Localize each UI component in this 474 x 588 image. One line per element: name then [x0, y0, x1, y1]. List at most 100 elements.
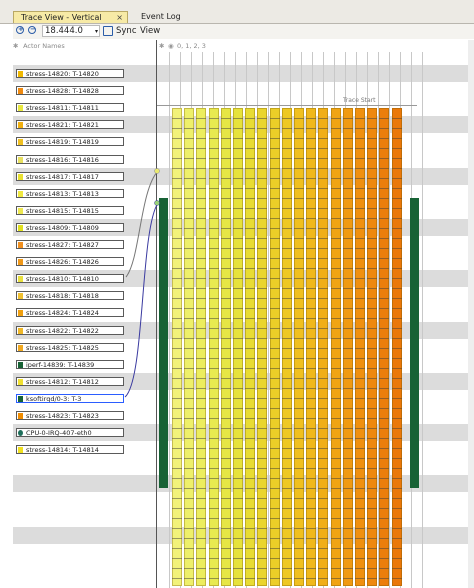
execution-bar[interactable]	[208, 108, 219, 586]
actor-label: stress-14828: T-14828	[26, 87, 99, 96]
actor-label: stress-14812: T-14812	[26, 377, 99, 386]
actor-label: stress-14822: T-14822	[26, 326, 99, 335]
actor-item[interactable]: stress-14820: T-14820	[16, 69, 124, 78]
sync-icon[interactable]	[103, 26, 113, 36]
actor-color-swatch	[18, 344, 23, 351]
actor-color-swatch	[18, 190, 23, 197]
toolbar: + − 18.444.0 ▾ Sync View	[13, 24, 474, 39]
actor-item[interactable]: stress-14810: T-14810	[16, 274, 124, 284]
actor-color-swatch	[18, 105, 23, 112]
execution-bar[interactable]	[367, 108, 378, 586]
execution-bar[interactable]	[294, 108, 304, 586]
actor-item[interactable]: stress-14824: T-14824	[16, 308, 124, 318]
sync-button[interactable]: Sync	[116, 26, 137, 36]
actor-item[interactable]: iperf-14839: T-14839	[16, 359, 124, 369]
zoom-out-icon[interactable]: −	[28, 25, 36, 34]
actor-item[interactable]: stress-14819: T-14819	[16, 137, 124, 147]
tab-event-log[interactable]: Event Log	[130, 11, 220, 23]
close-icon[interactable]: ×	[116, 13, 123, 22]
execution-bar[interactable]	[172, 108, 182, 586]
actor-label: stress-14818: T-14818	[26, 292, 99, 301]
actor-label: stress-14809: T-14809	[26, 223, 99, 232]
tab-label: Trace View - Vertical	[21, 13, 102, 22]
chevron-down-icon[interactable]: ▾	[94, 28, 98, 35]
zoom-in-icon[interactable]: +	[16, 25, 24, 34]
actor-item[interactable]: stress-14822: T-14822	[16, 325, 124, 335]
actor-label: stress-14823: T-14823	[26, 412, 99, 420]
actor-item[interactable]: stress-14817: T-14817	[16, 171, 124, 181]
actor-item[interactable]: stress-14825: T-14825	[16, 342, 124, 352]
actor-item[interactable]: CPU-0-IRQ-407-eth0	[16, 428, 124, 438]
actor-label: stress-14825: T-14825	[26, 343, 99, 352]
actor-item[interactable]: stress-14811: T-14811	[16, 103, 124, 113]
actor-label: stress-14826: T-14826	[26, 258, 99, 267]
actor-names-header: ✱ Actor Names	[13, 40, 156, 52]
actor-item[interactable]: stress-14818: T-14818	[16, 291, 124, 301]
actor-color-swatch	[18, 242, 23, 248]
tab-trace-view-vertical[interactable]: Trace View - Vertical ×	[13, 11, 128, 23]
actor-item[interactable]: stress-14826: T-14826	[16, 257, 124, 267]
execution-bar[interactable]	[318, 108, 329, 586]
execution-bar[interactable]	[184, 108, 195, 586]
actor-color-swatch	[18, 139, 23, 146]
actor-label: stress-14811: T-14811	[26, 104, 99, 113]
tab-bar: Trace View - Vertical × Event Log	[0, 0, 474, 24]
actor-item[interactable]: stress-14828: T-14828	[16, 86, 124, 96]
actor-label: stress-14827: T-14827	[26, 241, 99, 249]
ksoftirqd-lane-right[interactable]	[410, 198, 419, 488]
actor-label: stress-14814: T-14814	[26, 446, 99, 455]
actor-item[interactable]: stress-14823: T-14823	[16, 411, 124, 420]
actor-item[interactable]: stress-14827: T-14827	[16, 240, 124, 249]
timeline-gridline	[389, 52, 390, 588]
execution-bar[interactable]	[269, 108, 280, 586]
ksoftirqd-lane-left[interactable]	[159, 198, 168, 488]
actor-label: stress-14815: T-14815	[26, 206, 99, 215]
actor-color-swatch	[18, 276, 23, 283]
actor-color-swatch	[18, 156, 23, 163]
actor-item[interactable]: ksoftirqd/0-3: T-3	[16, 393, 124, 403]
actor-label: CPU-0-IRQ-407-eth0	[26, 429, 92, 438]
actor-item[interactable]: stress-14813: T-14813	[16, 188, 124, 198]
row-band	[157, 65, 474, 82]
actor-label: stress-14819: T-14819	[26, 138, 99, 147]
actor-item[interactable]: stress-14816: T-14816	[16, 154, 124, 164]
execution-bar[interactable]	[306, 108, 317, 586]
timeline-gridline	[169, 52, 170, 588]
execution-bar[interactable]	[281, 108, 292, 586]
actor-color-swatch	[18, 293, 23, 300]
actor-label: stress-14824: T-14824	[26, 309, 99, 318]
actor-item[interactable]: stress-14809: T-14809	[16, 222, 124, 232]
actor-item[interactable]: stress-14814: T-14814	[16, 445, 124, 455]
timestamp-input[interactable]: 18.444.0 ▾	[42, 25, 100, 37]
gear-icon[interactable]: ✱	[159, 42, 165, 50]
actor-label: stress-14816: T-14816	[26, 155, 99, 164]
execution-bar[interactable]	[330, 108, 341, 586]
execution-bar[interactable]	[342, 108, 353, 586]
actor-item[interactable]: stress-14812: T-14812	[16, 376, 124, 386]
execution-bar[interactable]	[391, 108, 402, 586]
execution-bar[interactable]	[196, 108, 207, 586]
actor-color-swatch	[18, 207, 23, 214]
actor-color-swatch	[18, 413, 23, 419]
execution-bar[interactable]	[220, 108, 231, 586]
settings-icon[interactable]: ◉	[168, 42, 174, 50]
execution-bar[interactable]	[245, 108, 256, 586]
actor-label: stress-14813: T-14813	[26, 189, 99, 198]
vertical-scrollbar[interactable]	[468, 40, 474, 588]
actor-label: stress-14817: T-14817	[26, 172, 99, 181]
timestamp-value: 18.444.0	[45, 26, 83, 36]
timeline-header: ✱ ◉ 0, 1, 2, 3	[157, 40, 474, 52]
execution-bar[interactable]	[379, 108, 390, 586]
actor-label: stress-14810: T-14810	[26, 275, 99, 284]
actor-color-swatch	[18, 327, 23, 334]
execution-bar[interactable]	[233, 108, 243, 586]
actor-item[interactable]: stress-14821: T-14821	[16, 120, 124, 130]
actor-color-swatch	[18, 224, 23, 231]
tab-label: Event Log	[141, 12, 181, 21]
execution-bar[interactable]	[355, 108, 365, 586]
view-menu[interactable]: View	[140, 26, 161, 36]
actor-item[interactable]: stress-14815: T-14815	[16, 205, 124, 215]
gear-icon[interactable]: ✱	[13, 42, 19, 50]
execution-bar[interactable]	[257, 108, 268, 586]
actor-color-swatch	[18, 430, 23, 437]
